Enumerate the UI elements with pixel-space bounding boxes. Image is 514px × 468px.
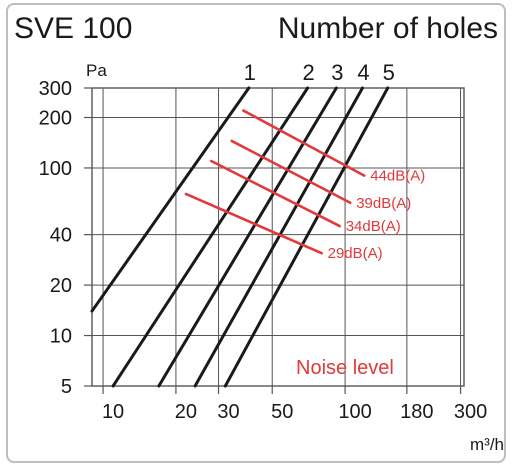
x-tick-label: 30 — [217, 401, 239, 423]
x-tick-label: 180 — [400, 401, 433, 423]
chart-title: SVE 100 — [14, 12, 132, 45]
y-tick-label: 20 — [50, 275, 72, 297]
noise-line — [209, 159, 341, 228]
curve-label-1: 1 — [244, 60, 256, 85]
y-tick-label: 5 — [61, 376, 72, 398]
curve-line-1 — [90, 86, 251, 313]
noise-level-label: Noise level — [296, 357, 394, 379]
chart-subtitle: Number of holes — [278, 12, 498, 45]
noise-line — [230, 139, 352, 205]
noise-line-label: 29dB(A) — [328, 245, 383, 262]
x-axis-label: m³/h — [470, 435, 504, 454]
x-tick-label: 300 — [454, 401, 487, 423]
noise-line-label: 39dB(A) — [356, 195, 411, 212]
y-tick-label: 100 — [39, 158, 72, 180]
noise-line-label: 44dB(A) — [370, 168, 425, 185]
curve-line-3 — [157, 86, 338, 388]
curve-line-4 — [193, 86, 364, 388]
chart-frame — [6, 3, 506, 463]
y-axis-label: Pa — [86, 61, 107, 80]
curve-label-5: 5 — [383, 60, 395, 85]
y-tick-label: 10 — [50, 326, 72, 348]
noise-line — [242, 109, 366, 177]
curve-line-5 — [223, 86, 390, 388]
x-tick-label: 100 — [338, 401, 371, 423]
noise-line — [184, 192, 323, 255]
noise-line-label: 34dB(A) — [346, 218, 401, 235]
curve-label-2: 2 — [302, 60, 314, 85]
curve-line-2 — [111, 86, 310, 388]
x-tick-label: 50 — [271, 401, 293, 423]
curve-label-4: 4 — [357, 60, 369, 85]
y-tick-label: 40 — [50, 225, 72, 247]
y-tick-label: 200 — [39, 108, 72, 130]
curve-label-3: 3 — [331, 60, 343, 85]
grid — [84, 87, 465, 394]
tick-labels: 10 20 30 50 100 180 300 5 10 20 40 100 200 300 — [39, 78, 488, 423]
noise-lines: 44dB(A) 39dB(A) 34dB(A) 29dB(A) — [184, 109, 425, 262]
x-tick-label: 20 — [175, 401, 197, 423]
x-tick-label: 10 — [102, 401, 124, 423]
y-tick-label: 300 — [39, 78, 72, 100]
